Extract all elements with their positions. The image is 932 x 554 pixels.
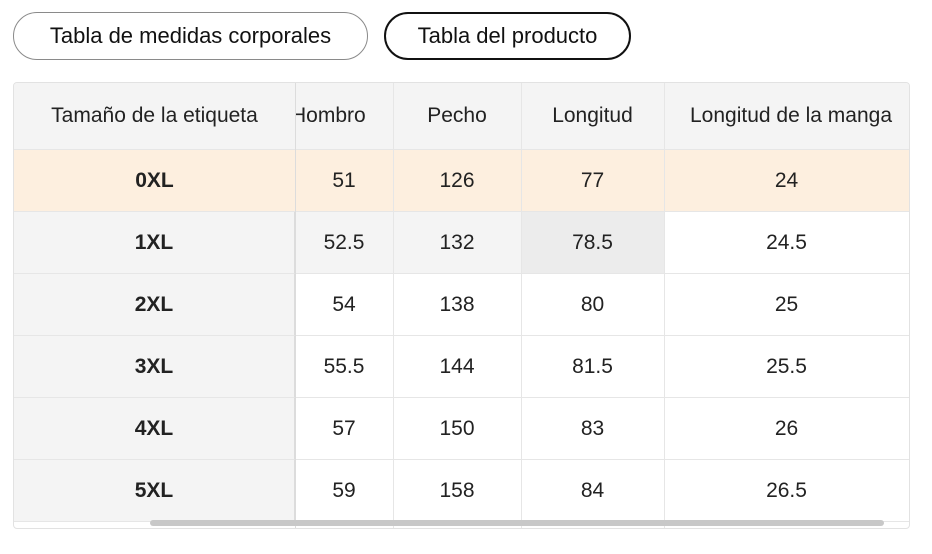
scrollbar-thumb[interactable] [150,520,884,526]
table-cell: 26.5 [664,460,909,522]
table-cell: 57 [295,398,393,460]
size-table[interactable]: Tamaño de la etiqueta Hombro Pecho Longi… [13,82,910,529]
table-cell: 150 [393,398,521,460]
table-cell: 144 [393,336,521,398]
header-length: Longitud [521,83,664,150]
table-cell: 59 [295,460,393,522]
table-cell: 83 [521,398,664,460]
horizontal-scrollbar[interactable] [150,520,884,526]
column-divider [393,83,394,528]
table-cell: 77 [521,150,664,212]
table-cell: 25 [664,274,909,336]
size-chart-tabs: Tabla de medidas corporales Tabla del pr… [13,12,631,60]
column-divider [521,83,522,528]
table-cell: 25.5 [664,336,909,398]
table-cell: 132 [393,212,521,274]
table-cell: 84 [521,460,664,522]
table-cell: 158 [393,460,521,522]
header-label-size: Tamaño de la etiqueta [14,83,295,150]
table-cell: 26 [664,398,909,460]
tab-product-table[interactable]: Tabla del producto [384,12,631,60]
header-chest: Pecho [393,83,521,150]
table-cell: 55.5 [295,336,393,398]
table-cell: 51 [295,150,393,212]
table-row-size: 3XL [14,336,295,398]
tab-body-measurements[interactable]: Tabla de medidas corporales [13,12,368,60]
header-sleeve-length: Longitud de la manga [664,83,909,150]
header-shoulder: Hombro [295,83,393,150]
table-cell: 54 [295,274,393,336]
column-divider [664,83,665,528]
table-cell: 52.5 [295,212,393,274]
table-cell: 126 [393,150,521,212]
header-shoulder-text: Hombro [295,104,366,127]
table-cell: 24.5 [664,212,909,274]
table-row-size: 4XL [14,398,295,460]
table-cell: 81.5 [521,336,664,398]
table-cell: 80 [521,274,664,336]
column-divider [295,83,296,528]
table-cell: 138 [393,274,521,336]
table-row-size: 0XL [14,150,295,212]
table-cell: 78.5 [521,212,664,274]
table-row-size: 2XL [14,274,295,336]
table-cell: 24 [664,150,909,212]
table-row-size: 5XL [14,460,295,522]
table-row-size: 1XL [14,212,295,274]
